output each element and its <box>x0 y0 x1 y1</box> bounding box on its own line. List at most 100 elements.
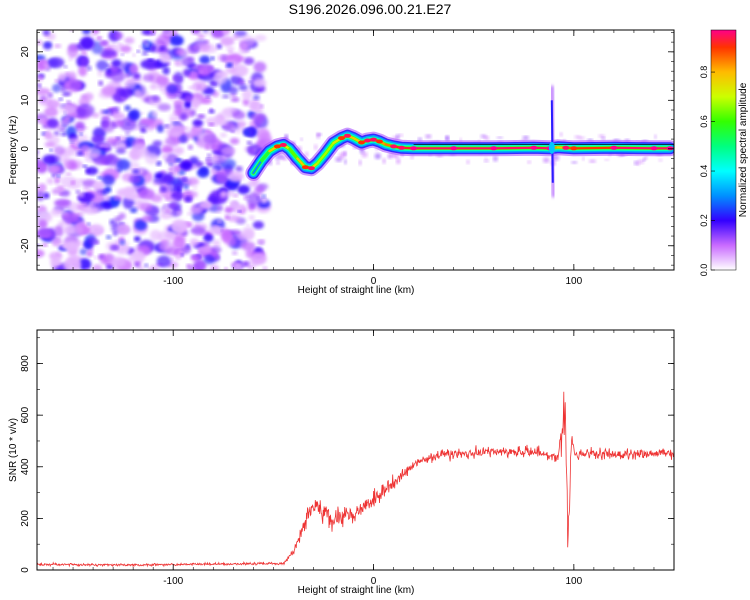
noise-blob <box>214 255 220 260</box>
noise-blob <box>237 78 245 85</box>
noise-blob <box>140 127 147 133</box>
noise-blob <box>78 65 88 77</box>
page-title: S196.2026.096.00.21.E27 <box>289 1 452 17</box>
trace-hotspot <box>398 145 406 150</box>
noise-blob <box>56 174 61 178</box>
noise-blob <box>43 41 52 48</box>
noise-blob <box>124 72 132 78</box>
noise-blob <box>67 266 75 270</box>
noise-blob <box>193 259 207 270</box>
noise-blob <box>246 141 252 145</box>
noise-blob <box>582 156 585 161</box>
noise-blob <box>76 128 84 133</box>
noise-blob <box>147 58 154 62</box>
noise-blob <box>116 159 131 171</box>
noise-blob <box>86 166 98 175</box>
noise-blob <box>53 44 62 48</box>
colorbar-tick-label: 0.4 <box>699 165 709 178</box>
noise-blob <box>184 196 192 202</box>
noise-blob <box>221 94 230 99</box>
noise-blob <box>61 91 71 97</box>
noise-blob <box>654 134 657 139</box>
noise-blob <box>208 109 215 114</box>
noise-blob <box>165 209 170 213</box>
noise-blob <box>113 196 120 201</box>
noise-blob <box>169 35 184 46</box>
noise-blob <box>212 239 221 248</box>
colorbar-tick-label: 0.6 <box>699 115 709 128</box>
noise-blob <box>156 255 171 268</box>
noise-blob <box>151 95 160 102</box>
noise-blob <box>161 146 174 154</box>
snr-panel: -100 0 100 0 200 400 600 800 Height of straigh… <box>8 329 675 596</box>
noise-blob <box>169 163 173 166</box>
noise-blob <box>344 159 347 165</box>
noise-blob <box>176 93 182 97</box>
trace-hotspot <box>450 146 458 151</box>
trace-core-segment <box>492 146 535 150</box>
noise-blob <box>231 110 246 120</box>
snr-y-ticks: 0 200 400 600 800 <box>20 337 674 573</box>
noise-blob <box>543 157 550 163</box>
noise-blob <box>42 154 57 165</box>
noise-blob <box>131 250 145 260</box>
noise-blob <box>227 215 241 222</box>
noise-blob <box>215 171 228 184</box>
noise-blob <box>242 89 253 101</box>
trace-hotspot <box>301 165 309 170</box>
noise-blob <box>233 262 244 270</box>
noise-blob <box>248 215 255 221</box>
noise-blob <box>219 190 228 198</box>
noise-blob <box>156 75 168 84</box>
noise-blob <box>180 160 193 170</box>
noise-blob <box>151 32 156 36</box>
noise-blob <box>92 264 103 270</box>
noise-blob <box>82 30 91 35</box>
y-tick-label: 200 <box>20 510 31 527</box>
noise-blob <box>75 240 83 246</box>
trace-hotspot <box>307 166 315 171</box>
noise-blob <box>145 43 149 48</box>
noise-blob <box>175 166 180 172</box>
spectrogram-x-label: Height of straight line (km) <box>298 285 415 296</box>
noise-blob <box>56 252 61 256</box>
noise-blob <box>237 210 242 213</box>
noise-blob <box>37 219 48 229</box>
noise-blob <box>164 231 176 239</box>
trace-core-segment <box>324 141 335 155</box>
noise-blob <box>196 161 204 168</box>
noise-blob <box>97 69 103 77</box>
noise-blob <box>159 46 166 51</box>
trace-hotspot <box>610 145 618 150</box>
noise-blob <box>209 264 220 270</box>
noise-blob <box>527 160 531 164</box>
noise-blob <box>166 84 179 94</box>
noise-blob <box>203 133 218 145</box>
noise-blob <box>68 57 73 61</box>
trace-hotspot <box>279 142 287 147</box>
spectrogram-noise-blobs <box>37 30 665 270</box>
noise-blob <box>116 223 130 236</box>
noise-blob <box>69 137 78 144</box>
noise-blob <box>230 97 240 103</box>
noise-blob <box>252 95 260 100</box>
noise-blob <box>124 105 131 111</box>
noise-blob <box>361 151 368 158</box>
snr-x-ticks: -100 0 100 <box>52 330 675 587</box>
noise-blob <box>191 97 200 109</box>
noise-blob <box>129 174 142 185</box>
noise-blob <box>208 122 215 127</box>
noise-blob <box>313 144 318 151</box>
noise-blob <box>96 36 101 41</box>
noise-blob <box>180 253 184 257</box>
noise-blob <box>132 143 147 155</box>
noise-blob <box>149 84 158 90</box>
noise-blob <box>100 40 109 46</box>
noise-blob <box>209 107 213 112</box>
noise-blob <box>132 53 136 57</box>
noise-blob <box>180 49 189 58</box>
noise-blob <box>241 241 256 252</box>
noise-blob <box>230 64 249 77</box>
noise-blob <box>205 31 210 36</box>
